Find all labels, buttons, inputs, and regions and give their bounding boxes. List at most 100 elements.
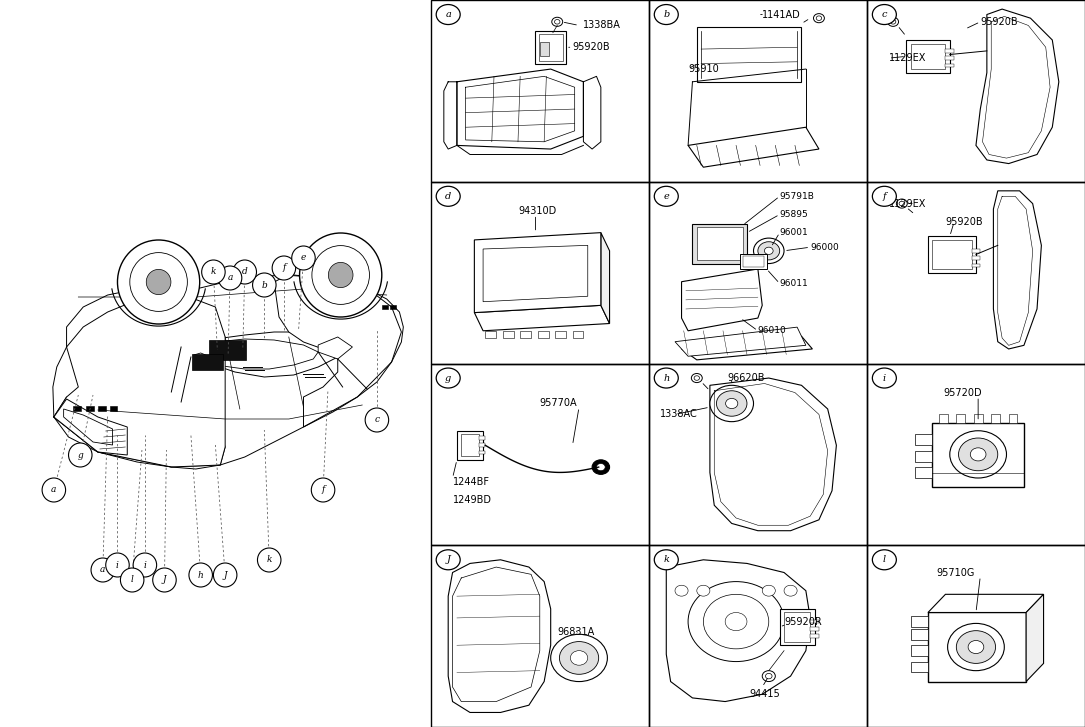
Text: i: i [116,561,119,569]
Circle shape [956,630,996,663]
Bar [740,254,767,269]
Text: 1129EX: 1129EX [889,198,927,209]
Bar [692,224,746,264]
Text: e: e [301,254,306,262]
Circle shape [560,641,599,675]
Circle shape [202,260,226,284]
Text: d: d [242,268,247,276]
Bar [478,443,485,447]
Bar [915,451,932,462]
Circle shape [214,563,237,587]
Circle shape [726,398,738,409]
Circle shape [949,430,1007,478]
Text: 1249BD: 1249BD [452,495,492,505]
Polygon shape [681,336,813,360]
Circle shape [968,640,984,654]
Polygon shape [64,409,113,445]
Polygon shape [1026,595,1044,682]
Circle shape [366,408,388,432]
Text: 94415: 94415 [749,689,780,699]
Circle shape [311,478,335,502]
Text: b: b [663,10,669,19]
Bar [910,629,928,640]
Bar [971,256,981,260]
Circle shape [872,550,896,570]
Circle shape [697,585,710,596]
Text: i: i [143,561,146,569]
Polygon shape [601,233,610,324]
Circle shape [146,270,171,294]
Polygon shape [666,560,810,702]
Polygon shape [688,127,819,167]
Bar [939,414,947,423]
Text: 1244BF: 1244BF [452,477,489,486]
Circle shape [597,464,605,471]
Bar [537,331,549,338]
FancyBboxPatch shape [209,340,245,360]
Text: a: a [51,486,56,494]
Circle shape [592,459,610,474]
Text: 95710G: 95710G [936,568,975,577]
Circle shape [688,582,784,662]
Circle shape [896,199,907,208]
Text: 96000: 96000 [810,243,839,252]
Circle shape [691,374,702,382]
Bar [945,49,954,53]
Circle shape [218,266,242,290]
Bar [928,236,975,273]
Circle shape [716,391,746,416]
Bar [910,646,928,656]
Bar [932,240,971,269]
Polygon shape [975,9,1059,164]
Bar [86,406,94,411]
Bar [810,619,819,623]
Circle shape [654,4,678,25]
Polygon shape [474,233,601,313]
Bar [98,406,105,411]
Circle shape [694,376,700,380]
Bar [535,31,566,63]
Polygon shape [928,595,1044,612]
Circle shape [436,368,460,388]
Circle shape [784,585,797,596]
Bar [457,430,483,459]
Bar [971,264,981,268]
Text: 95720D: 95720D [943,387,982,398]
FancyBboxPatch shape [192,354,224,370]
Text: i: i [883,374,886,382]
Text: k: k [210,268,216,276]
Polygon shape [181,332,347,377]
Circle shape [816,16,821,20]
Circle shape [654,550,678,570]
Polygon shape [448,560,551,712]
Circle shape [105,553,129,577]
Text: 95770A: 95770A [539,398,577,409]
Circle shape [436,550,460,570]
Bar [945,63,954,67]
Bar [928,612,1026,682]
Circle shape [120,568,144,592]
Circle shape [272,256,295,280]
Text: g: g [77,451,84,459]
Circle shape [766,673,773,679]
Circle shape [654,186,678,206]
Text: 94310D: 94310D [518,206,557,216]
Text: a: a [100,566,105,574]
Polygon shape [483,246,588,302]
Circle shape [763,585,776,596]
Bar [780,608,815,646]
Circle shape [68,443,92,467]
Bar [461,434,478,457]
Circle shape [552,17,563,26]
Polygon shape [275,275,401,427]
Bar [538,33,563,61]
Circle shape [299,233,382,317]
Text: d: d [445,192,451,201]
Text: h: h [197,571,204,579]
Bar [810,627,819,630]
Polygon shape [54,397,226,467]
Text: c: c [882,10,888,19]
Text: 1338AC: 1338AC [660,409,698,419]
Polygon shape [994,190,1042,349]
Circle shape [872,186,896,206]
